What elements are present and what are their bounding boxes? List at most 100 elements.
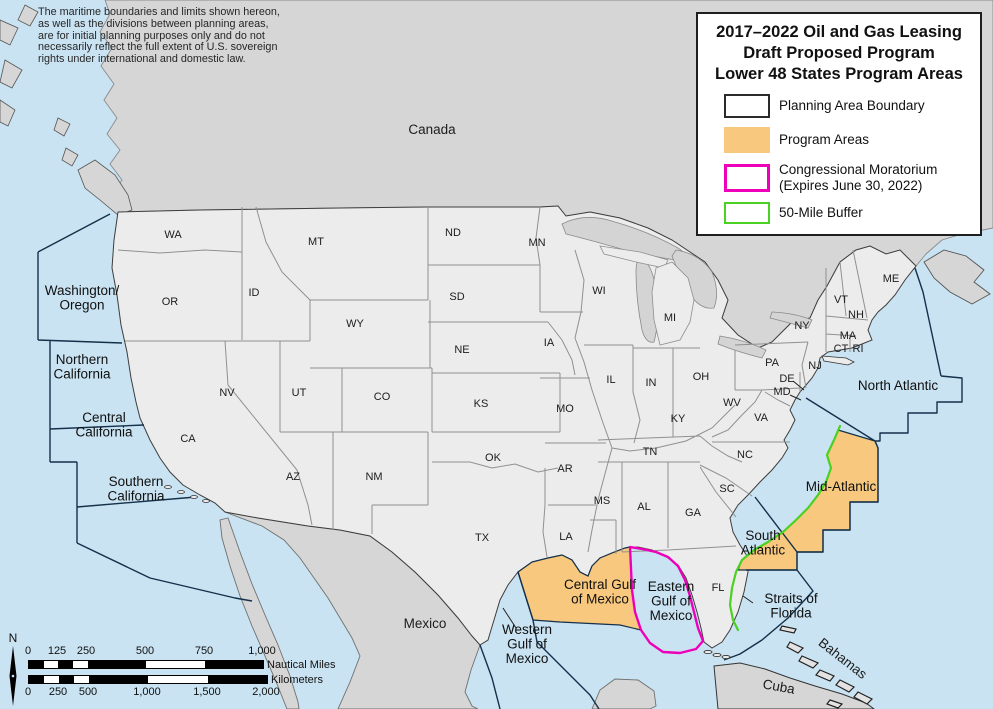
planning-area-boundary-swatch — [724, 94, 770, 118]
bahamas-islands — [779, 625, 874, 709]
baja-california-peninsula — [219, 517, 300, 709]
program-areas-swatch — [724, 127, 770, 153]
disclaimer-line: are for initial planning purposes only a… — [38, 29, 265, 42]
planning-area-boundaries — [37, 213, 963, 709]
planning-area-label-northern-california: Northern California — [53, 352, 111, 382]
kilometers-tick: 1,000 — [133, 686, 161, 698]
florida-keys — [703, 649, 731, 660]
north-arrow-label: N — [9, 631, 18, 645]
kilometers-tick: 250 — [48, 686, 68, 698]
cuba-landmass — [713, 662, 875, 709]
kilometers-tick: 1,500 — [193, 686, 221, 698]
planning-area-label-mid-atlantic: Mid-Atlantic — [806, 479, 877, 494]
planning-area-label-straits-of-florida: Straits of Florida — [764, 591, 818, 621]
scale-bar-block: N 0 125 250 500 750 1,000 Nautical Miles Kilo… — [0, 630, 360, 709]
state-label-de: DE — [779, 373, 794, 385]
kilometers-tick: 0 — [24, 686, 32, 698]
state-label-ri: RI — [853, 343, 864, 355]
country-label-cuba: Cuba — [762, 676, 797, 696]
state-labels: WA OR CA NV ID MT WY UT CO AZ NM ND SD NE KS OK TX MN IA MO… — [162, 227, 900, 594]
state-label-ar: AR — [557, 463, 572, 475]
state-label-me: ME — [883, 273, 900, 285]
legend-item-planning-area-boundary: Planning Area Boundary — [724, 94, 974, 118]
state-label-fl: FL — [712, 582, 725, 594]
nova-scotia-landmass — [923, 249, 991, 305]
planning-area-label-eastern-gulf-of-mexico: Eastern Gulf of Mexico — [648, 579, 695, 623]
state-label-ok: OK — [485, 452, 502, 464]
state-label-sc: SC — [719, 483, 734, 495]
state-label-sd: SD — [449, 291, 464, 303]
congressional-moratorium-swatch — [724, 163, 770, 192]
state-label-wv: WV — [723, 397, 741, 409]
planning-area-label-southern-california: Southern California — [107, 474, 165, 504]
state-label-ut: UT — [292, 387, 307, 399]
lake-ontario — [769, 311, 813, 329]
state-label-mi: MI — [664, 312, 676, 324]
nautical-miles-unit: Nautical Miles — [267, 659, 336, 671]
state-label-md: MD — [773, 386, 790, 398]
state-label-mn: MN — [528, 237, 545, 249]
state-label-ia: IA — [544, 337, 555, 349]
state-label-wa: WA — [164, 229, 182, 241]
state-label-va: VA — [754, 412, 769, 424]
nautical-miles-tick: 125 — [47, 645, 67, 657]
disclaimer-line: The maritime boundaries and limits shown… — [38, 6, 280, 18]
planning-area-label-central-gulf-of-mexico: Central Gulf of Mexico — [564, 577, 636, 607]
legend-title-line2: Draft Proposed Program — [743, 44, 935, 62]
country-label-canada: Canada — [408, 122, 456, 137]
maritime-disclaimer-text: The maritime boundaries and limits shown… — [38, 6, 318, 66]
legend-box: 2017–2022 Oil and Gas Leasing Draft Prop… — [696, 12, 982, 236]
state-label-ky: KY — [671, 413, 686, 425]
planning-area-label-western-gulf-of-mexico: Western Gulf of Mexico — [502, 622, 552, 666]
legend-label: Congressional Moratorium (Expires June 3… — [779, 162, 938, 193]
nautical-miles-tick: 0 — [24, 645, 32, 657]
disclaimer-line: necessarily reflect the full extent of U… — [38, 41, 278, 54]
kilometers-tick: 2,000 — [252, 686, 280, 698]
planning-area-label-central-california: Central California — [75, 410, 133, 440]
kilometers-tick: 500 — [78, 686, 98, 698]
fifty-mile-buffer-swatch — [724, 202, 770, 224]
pacific-northwest-islands — [0, 4, 133, 216]
legend-item-program-areas: Program Areas — [724, 127, 974, 153]
state-label-pa: PA — [765, 357, 780, 369]
north-arrow: N — [9, 631, 18, 706]
state-label-az: AZ — [286, 471, 300, 483]
state-label-mo: MO — [556, 403, 574, 415]
legend-item-congressional-moratorium: Congressional Moratorium (Expires June 3… — [724, 162, 974, 193]
planning-area-label-south-atlantic: South Atlantic — [741, 528, 786, 558]
legend-title-line3: Lower 48 States Program Areas — [715, 65, 963, 83]
state-label-wy: WY — [346, 318, 364, 330]
state-label-mt: MT — [308, 236, 324, 248]
state-label-oh: OH — [693, 371, 710, 383]
michigan-landmass — [599, 245, 695, 346]
legend-label: 50-Mile Buffer — [779, 205, 863, 221]
state-label-or: OR — [162, 296, 179, 308]
legend-label: Program Areas — [779, 132, 870, 148]
state-label-al: AL — [637, 501, 650, 513]
disclaimer-line: rights under international and domestic … — [38, 53, 246, 66]
nautical-miles-tick: 750 — [194, 645, 214, 657]
long-island — [821, 355, 855, 366]
nautical-miles-bar — [28, 660, 264, 669]
state-label-id: ID — [249, 287, 260, 299]
state-label-ks: KS — [474, 398, 489, 410]
lake-erie — [717, 335, 767, 359]
state-label-nd: ND — [445, 227, 461, 239]
planning-area-label-washington-oregon: Washington/Oregon — [45, 283, 120, 313]
nautical-miles-tick: 1,000 — [248, 645, 276, 657]
state-label-ca: CA — [180, 433, 196, 445]
state-label-la: LA — [559, 531, 573, 543]
state-label-in: IN — [646, 377, 657, 389]
state-label-ne: NE — [454, 344, 469, 356]
planning-area-label-north-atlantic: North Atlantic — [858, 378, 939, 393]
planning-area-labels: Washington/Oregon Northern California Centr… — [45, 283, 939, 666]
channel-islands — [164, 485, 210, 503]
state-label-nm: NM — [365, 471, 382, 483]
kilometers-unit: Kilometers — [271, 674, 323, 686]
state-label-nc: NC — [737, 449, 753, 461]
state-label-co: CO — [374, 391, 391, 403]
state-label-ga: GA — [685, 507, 702, 519]
legend-label: Planning Area Boundary — [779, 98, 925, 114]
label-leader-lines — [502, 380, 805, 629]
